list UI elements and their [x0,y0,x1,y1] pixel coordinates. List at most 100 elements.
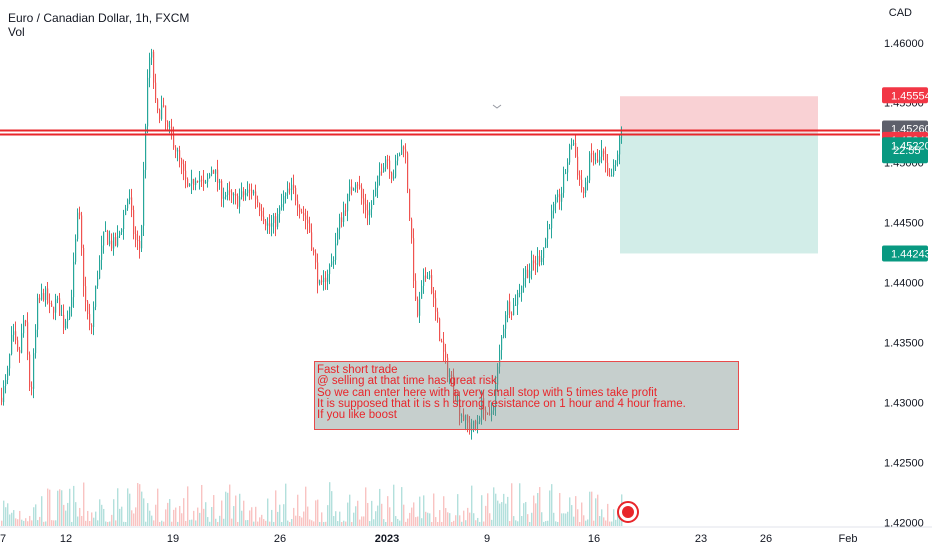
volume-bar [195,520,197,526]
candle-body [77,212,79,239]
volume-bar [99,499,101,526]
volume-bar [241,510,243,526]
time-axis-ticks: 7 12 19 26 2023 9 16 23 26 Feb [0,533,857,545]
candle-body [425,275,427,279]
time-tick-label: Feb [839,533,858,545]
volume-bar [223,518,225,526]
volume-bar [91,512,93,526]
volume-bar [329,482,331,526]
volume-bar [551,484,553,526]
volume-bar [581,502,583,526]
candle-body [557,194,559,198]
volume-bar [535,503,537,526]
candle-body [365,204,367,211]
volume-bar [343,520,345,526]
candle-body [485,410,487,413]
candle-body [21,333,23,353]
volume-bar [459,515,461,526]
candle-body [509,301,511,314]
candle-body [545,238,547,248]
volume-bar [209,521,211,526]
volume-bar [199,512,201,526]
candle-body [347,193,349,212]
volume-bar [493,487,495,526]
volume-bar [137,483,139,526]
candle-body [153,51,155,83]
candle-body [47,288,49,303]
candle-body [447,357,449,378]
volume-bar [555,521,557,526]
candle-body [175,147,177,152]
candle-body [525,269,527,279]
price-label-target [882,245,928,262]
volume-bar [463,510,465,526]
candle-body [61,314,63,316]
candle-body [567,162,569,173]
candle-body [87,301,89,315]
volume-bar [417,516,419,526]
candle-body [377,175,379,188]
volume-bar [81,515,83,526]
candle-body [413,238,415,281]
currency-label: CAD [888,7,912,19]
candle-body [597,159,599,163]
candle-body [135,234,137,241]
volume-bar [43,521,45,526]
volume-bar [19,510,21,526]
candle-body [183,164,185,171]
volume-bar [545,521,547,526]
volume-bar [59,489,61,526]
volume-bar [455,515,457,526]
tradingview-logo-icon[interactable] [617,501,639,523]
candle-body [49,302,51,304]
volume-bar [471,485,473,526]
candle-body [137,240,139,242]
volume-bar [47,488,49,526]
candle-body [443,342,445,352]
volume-bar [491,519,493,526]
volume-bar [83,482,85,526]
volume-bar [117,488,119,526]
volume-bar [387,496,389,526]
candle-body [345,210,347,212]
candle-body [25,320,27,323]
candle-body [17,340,19,351]
candle-body [559,194,561,202]
candle-body [357,184,359,186]
candle-body [31,387,33,389]
candle-body [191,179,193,184]
volume-bar [201,484,203,526]
candle-body [587,180,589,183]
candle-body [93,306,95,327]
candle-body [291,184,293,190]
volume-bar [299,515,301,526]
volume-bar [31,520,33,526]
candle-body [169,126,171,128]
annotation-box[interactable]: Fast short trade @ selling at that time … [314,361,739,430]
volume-bar [489,513,491,526]
candle-body [189,183,191,187]
volume-bar [413,502,415,526]
logo-inner-icon [622,506,634,518]
candle-body [173,133,175,148]
time-axis: 7 12 19 26 2023 9 16 23 26 Feb [0,526,932,545]
volume-bar [253,521,255,526]
volume-bar [435,517,437,526]
candle-body [99,259,101,279]
volume-bar [393,484,395,526]
volume-bar [249,510,251,526]
candle-body [579,175,581,180]
candle-body [155,82,157,100]
volume-bar [473,513,475,526]
candles [1,48,623,440]
volume-bar [193,510,195,526]
volume-bar [405,521,407,526]
volume-bar [357,500,359,526]
volume-bar [443,496,445,526]
volume-bar [529,521,531,526]
candle-body [617,154,619,161]
candle-body [577,156,579,176]
volume-label: Vol [8,25,25,39]
candle-body [409,189,411,220]
